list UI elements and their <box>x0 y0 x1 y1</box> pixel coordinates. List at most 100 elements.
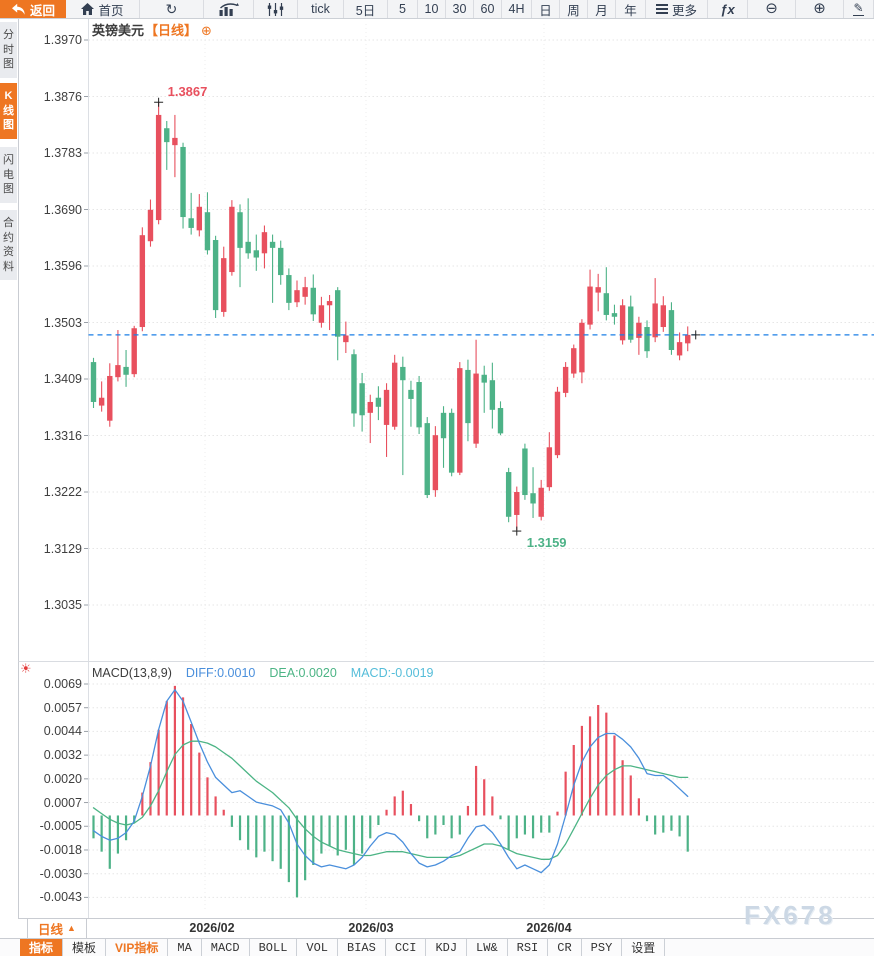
zoom-in-icon: ⊕ <box>813 0 826 17</box>
sidebar-tab-lightning-chart[interactable]: 闪电图 <box>0 147 17 203</box>
chart-type-button[interactable] <box>204 0 254 18</box>
tab-lw[interactable]: LW& <box>467 939 508 956</box>
back-button-label: 返回 <box>29 3 55 18</box>
timeframe-10-label: 10 <box>424 2 439 16</box>
chart-title: 英镑美元【日线】 ⊕ <box>92 20 212 39</box>
macd-axis-label: 0.0020 <box>43 771 82 786</box>
zoom-out-icon: ⊖ <box>765 0 778 17</box>
macd-axis-label: -0.0018 <box>39 842 82 857</box>
timeframe-day[interactable]: 日 <box>532 0 560 18</box>
macd-layer <box>92 685 689 898</box>
timeframe-month-label: 月 <box>595 3 608 18</box>
formula-icon: ƒx <box>720 1 735 17</box>
date-axis-label: 2026/02 <box>189 921 235 935</box>
timeframe-5[interactable]: 5 <box>388 0 418 18</box>
refresh-button[interactable]: ↻ <box>140 0 204 18</box>
indicator-settings-icon[interactable]: ☀ <box>20 661 32 676</box>
date-axis: 日线 ▲ 2026/02 2026/03 2026/04 <box>0 918 874 938</box>
price-axis-label: 1.3222 <box>43 485 82 499</box>
macd-axis-label: -0.0005 <box>39 819 82 834</box>
macd-dea-value: DEA:0.0020 <box>269 666 337 680</box>
home-button[interactable]: 首页 <box>66 0 140 18</box>
sidebar-tab-contract-info[interactable]: 合约资料 <box>0 210 17 280</box>
macd-axis-label: 0.0057 <box>43 700 82 715</box>
tab-boll[interactable]: BOLL <box>250 939 298 956</box>
tab-cci[interactable]: CCI <box>386 939 427 956</box>
back-button[interactable]: 返回 <box>0 0 66 18</box>
top-toolbar: 返回 首页 ↻ tick 5日 5 10 30 60 4H 日周月 年 更多 ƒx ⊖ ⊕ ✎ <box>0 0 874 19</box>
timeframe-60-label: 60 <box>480 2 495 16</box>
zoom-out-button[interactable]: ⊖ <box>748 0 796 18</box>
tab-kdj[interactable]: KDJ <box>426 939 468 956</box>
timeframe-5-label: 5 <box>399 2 406 16</box>
timeframe-10[interactable]: 10 <box>418 0 446 18</box>
timeframe-60[interactable]: 60 <box>474 0 502 18</box>
triangle-up-icon: ▲ <box>67 923 76 933</box>
menu-icon <box>655 4 668 14</box>
high-annotation: 1.3867 <box>168 84 208 99</box>
sidebar-tab-time-chart[interactable]: 分时图 <box>0 22 17 78</box>
timeframe-year[interactable]: 年 <box>616 0 646 18</box>
add-circle-icon[interactable]: ⊕ <box>201 23 212 38</box>
timeframe-tick[interactable]: tick <box>298 0 344 18</box>
tab-psy[interactable]: PSY <box>582 939 623 956</box>
macd-value: MACD:-0.0019 <box>350 666 434 680</box>
macd-axis-label: 0.0044 <box>43 724 82 739</box>
bottom-toolbar: 指标 模板 VIP指标 MA MACD BOLL VOL BIAS CCI KDJ LW& RSI CR… <box>0 938 874 956</box>
home-button-label: 首页 <box>98 3 124 18</box>
tab-settings[interactable]: 设置 <box>622 939 666 956</box>
price-axis-label: 1.3316 <box>43 428 82 443</box>
price-axis: 1.3970 1.3876 1.3783 1.3690 1.3596 1.3503 1.34… <box>18 18 88 918</box>
price-axis-label: 1.3690 <box>43 202 82 217</box>
more-button[interactable]: 更多 <box>646 0 708 18</box>
tab-rsi[interactable]: RSI <box>508 939 549 956</box>
dea-line <box>92 740 689 860</box>
timeframe-30-label: 30 <box>452 2 467 16</box>
price-axis-label: 1.3503 <box>43 315 82 330</box>
tab-template[interactable]: 模板 <box>63 939 107 956</box>
tab-macd[interactable]: MACD <box>202 939 250 956</box>
bar-chart-icon <box>219 2 239 16</box>
macd-axis-label: 0.0069 <box>43 677 82 691</box>
candles-layer <box>90 102 691 531</box>
low-annotation: 1.3159 <box>527 535 567 550</box>
macd-axis-label: 0.0007 <box>43 795 82 810</box>
tab-bias[interactable]: BIAS <box>338 939 386 956</box>
draw-button[interactable]: ✎ <box>844 0 874 18</box>
tab-ma[interactable]: MA <box>168 939 202 956</box>
timeframe-week[interactable]: 周 <box>560 0 588 18</box>
draw-icon: ✎ <box>853 1 864 16</box>
macd-axis-label: -0.0043 <box>39 890 82 905</box>
diff-line <box>92 689 689 874</box>
tab-vol[interactable]: VOL <box>297 939 339 956</box>
date-axis-label: 2026/03 <box>348 921 394 935</box>
tab-vip-indicator[interactable]: VIP指标 <box>106 939 169 956</box>
timeframe-4h[interactable]: 4H <box>502 0 532 18</box>
sidebar-tabs: 分时图 K线图闪电图合约资料 <box>0 19 18 956</box>
indicator-style-button[interactable] <box>254 0 298 18</box>
timeframe-5d-label: 5日 <box>355 3 376 18</box>
more-button-label: 更多 <box>671 3 697 18</box>
timeframe-month[interactable]: 月 <box>588 0 616 18</box>
timeframe-4h-label: 4H <box>508 2 525 16</box>
formula-button[interactable]: ƒx <box>708 0 748 18</box>
macd-diff-value: DIFF:0.0010 <box>185 666 256 680</box>
instrument-name: 英镑美元 <box>92 23 145 38</box>
tab-cr[interactable]: CR <box>548 939 582 956</box>
timeframe-5d[interactable]: 5日 <box>344 0 388 18</box>
timeframe-30[interactable]: 30 <box>446 0 474 18</box>
timeframe-week-label: 周 <box>567 3 580 18</box>
timeframe-year-label: 年 <box>624 3 637 18</box>
price-axis-label: 1.3970 <box>43 33 82 47</box>
refresh-icon: ↻ <box>165 1 178 17</box>
zoom-in-button[interactable]: ⊕ <box>796 0 844 18</box>
macd-axis-label: -0.0030 <box>39 866 82 881</box>
timeframe-label: 【日线】 <box>145 23 198 38</box>
timeframe-day-label: 日 <box>539 3 552 18</box>
price-axis-label: 1.3596 <box>43 259 82 273</box>
timeframe-selector[interactable]: 日线 ▲ <box>27 919 87 938</box>
sidebar-tab-kline-chart[interactable]: K线图 <box>0 83 17 139</box>
macd-axis-label: 0.0032 <box>43 748 82 763</box>
tab-indicator[interactable]: 指标 <box>20 939 64 956</box>
